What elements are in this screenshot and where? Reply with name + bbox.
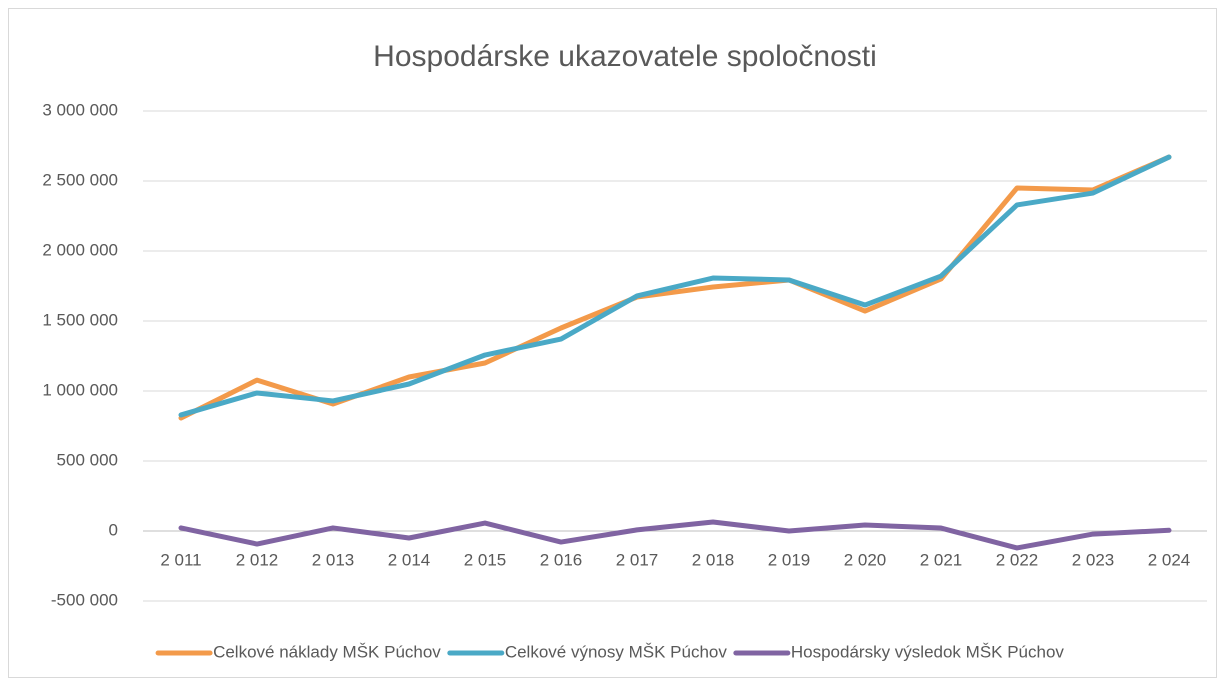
legend-label: Hospodársky výsledok MŠK Púchov <box>791 642 1065 661</box>
legend-label: Celkové náklady MŠK Púchov <box>213 642 441 661</box>
x-tick-label: 2 019 <box>768 550 811 569</box>
chart-title: Hospodárske ukazovatele spoločnosti <box>373 40 877 73</box>
x-tick-label: 2 018 <box>692 550 735 569</box>
x-tick-label: 2 014 <box>388 550 431 569</box>
x-tick-label: 2 012 <box>236 550 279 569</box>
x-tick-label: 2 017 <box>616 550 659 569</box>
y-tick-label: 0 <box>109 520 118 539</box>
x-tick-label: 2 024 <box>1148 550 1191 569</box>
legend-label: Celkové výnosy MŠK Púchov <box>505 642 728 661</box>
y-tick-label: 500 000 <box>57 450 118 469</box>
x-tick-label: 2 011 <box>160 550 201 569</box>
x-tick-label: 2 022 <box>996 550 1039 569</box>
chart-border <box>8 8 1217 678</box>
y-tick-label: 2 000 000 <box>42 240 118 259</box>
x-tick-label: 2 021 <box>920 550 963 569</box>
x-tick-label: 2 023 <box>1072 550 1115 569</box>
x-tick-label: 2 020 <box>844 550 887 569</box>
series-line <box>178 519 1172 551</box>
y-tick-label: 2 500 000 <box>42 170 118 189</box>
x-tick-label: 2 013 <box>312 550 355 569</box>
series-line <box>178 154 1172 418</box>
y-tick-label: 1 500 000 <box>42 310 118 329</box>
x-tick-label: 2 015 <box>464 550 507 569</box>
y-tick-label: 1 000 000 <box>42 380 118 399</box>
y-tick-label: -500 000 <box>51 590 118 609</box>
y-tick-label: 3 000 000 <box>42 100 118 119</box>
x-tick-label: 2 016 <box>540 550 583 569</box>
